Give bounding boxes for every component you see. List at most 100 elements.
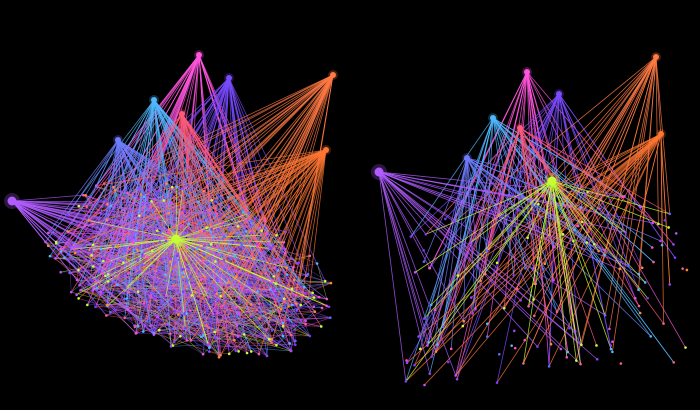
leaf-node: [422, 317, 426, 320]
leaf-node: [637, 272, 641, 276]
leaf-node: [548, 233, 551, 237]
hub-edge: [228, 149, 327, 269]
leaf-node: [54, 257, 57, 260]
leaf-node: [82, 193, 85, 197]
leaf-node: [157, 189, 160, 193]
leaf-node: [185, 339, 189, 342]
leaf-node: [98, 269, 102, 273]
leaf-node: [135, 224, 139, 228]
leaf-node: [561, 202, 565, 206]
leaf-node: [159, 231, 162, 234]
leaf-node: [537, 192, 541, 196]
leaf-node: [183, 312, 186, 315]
hub-edge: [245, 149, 327, 220]
leaf-node: [433, 308, 437, 311]
leaf-node: [132, 241, 135, 245]
leaf-node: [164, 273, 167, 276]
hub-edge: [378, 171, 429, 343]
leaf-node: [551, 194, 554, 198]
leaf-node: [123, 297, 126, 301]
leaf-node: [111, 244, 115, 248]
hub-edge: [406, 133, 662, 364]
leaf-node: [623, 195, 626, 198]
hub-edge: [218, 149, 327, 301]
leaf-node: [122, 232, 126, 236]
leaf-node: [170, 280, 174, 284]
leaf-node: [172, 327, 175, 330]
hub-edge: [378, 171, 407, 382]
leaf-node: [217, 355, 221, 359]
leaf-node: [409, 235, 413, 238]
leaf-node: [609, 347, 613, 351]
leaf-node: [423, 383, 426, 387]
leaf-node: [638, 311, 642, 315]
leaf-node: [249, 291, 252, 295]
hub-edge: [175, 238, 271, 249]
hub-edge: [181, 113, 254, 259]
leaf-node: [428, 372, 432, 375]
hub-edge: [125, 149, 327, 252]
leaf-node: [325, 297, 329, 301]
leaf-node: [308, 254, 312, 258]
leaf-node: [127, 213, 131, 216]
leaf-node: [121, 258, 125, 262]
dense-network-panel: [4, 50, 338, 359]
hub-edge: [71, 149, 327, 247]
leaf-node: [522, 362, 525, 365]
leaf-node: [247, 212, 250, 215]
hub-edge: [85, 139, 119, 196]
leaf-node: [290, 303, 294, 307]
leaf-node: [227, 344, 230, 348]
leaf-node: [213, 336, 217, 340]
leaf-node: [575, 359, 578, 362]
leaf-node: [202, 189, 206, 193]
leaf-node: [90, 248, 93, 252]
leaf-node: [201, 352, 205, 356]
hub-edge: [71, 238, 177, 250]
hub-edge: [414, 133, 662, 366]
hub-edge: [117, 139, 172, 300]
hub-edge: [158, 113, 183, 191]
leaf-node: [215, 292, 219, 295]
leaf-node: [202, 229, 206, 233]
leaf-node: [553, 245, 556, 249]
hub-edge: [442, 117, 494, 327]
leaf-node: [207, 296, 210, 299]
leaf-node: [126, 272, 130, 275]
hub-edge: [424, 133, 662, 386]
leaf-node: [265, 328, 268, 332]
leaf-node: [106, 280, 110, 283]
hub-edge: [466, 157, 568, 201]
leaf-node: [78, 283, 81, 287]
leaf-node: [190, 294, 194, 297]
leaf-node: [305, 274, 308, 278]
leaf-node: [102, 259, 105, 263]
hub-edge: [558, 93, 612, 346]
mesh-edge: [127, 309, 204, 355]
leaf-node: [428, 266, 432, 270]
leaf-node: [217, 248, 221, 252]
leaf-node: [91, 288, 94, 292]
leaf-node: [238, 313, 241, 316]
leaf-node: [580, 343, 583, 347]
hub-edge: [492, 117, 654, 263]
leaf-node: [202, 277, 205, 281]
leaf-node: [563, 204, 567, 208]
leaf-node: [287, 305, 290, 308]
leaf-node: [297, 282, 301, 285]
hub-node: [547, 176, 557, 186]
leaf-node: [136, 281, 140, 284]
hub-edge: [553, 133, 662, 281]
leaf-node: [479, 253, 482, 256]
leaf-node: [123, 286, 127, 290]
leaf-node: [646, 296, 649, 300]
hub-edge: [78, 113, 183, 271]
leaf-node: [249, 315, 253, 318]
hub-edge: [11, 200, 182, 227]
leaf-node: [127, 290, 130, 294]
hub-edge: [107, 238, 177, 307]
leaf-node: [99, 247, 103, 251]
leaf-node: [258, 226, 262, 230]
hub-node: [179, 111, 185, 117]
leaf-node: [422, 260, 426, 263]
